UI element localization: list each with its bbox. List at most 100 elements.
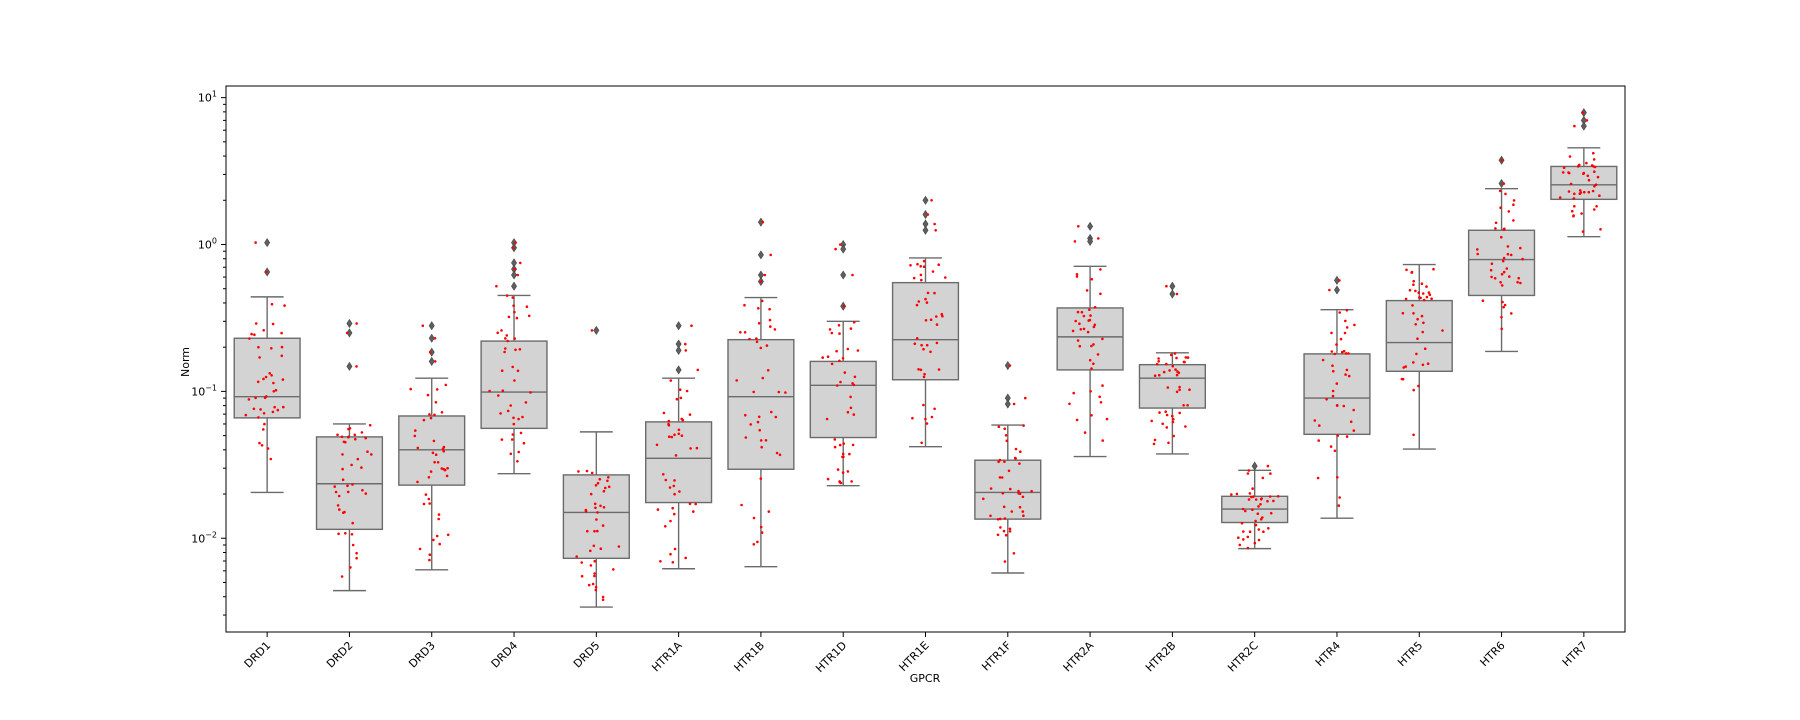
swarm-point [919, 265, 922, 268]
swarm-point [685, 349, 688, 352]
swarm-point [595, 589, 598, 592]
swarm-point [1230, 493, 1233, 496]
swarm-point [272, 323, 275, 326]
swarm-point [1572, 215, 1575, 218]
swarm-point [1019, 450, 1022, 453]
swarm-point [447, 534, 450, 537]
swarm-point [488, 390, 491, 393]
box-htr1d [810, 241, 876, 486]
swarm-point [739, 331, 742, 334]
swarm-point [349, 566, 352, 569]
swarm-point [581, 575, 584, 578]
swarm-point [681, 434, 684, 437]
y-tick-label: 10−2 [191, 530, 217, 545]
swarm-point [760, 526, 763, 529]
swarm-point [517, 418, 520, 421]
x-tick-label-htr1a: HTR1A [649, 639, 685, 675]
swarm-point [1332, 395, 1335, 398]
swarm-point [657, 508, 660, 511]
outlier-point [841, 245, 846, 253]
swarm-point [350, 464, 353, 467]
box-htr4 [1304, 276, 1370, 518]
x-tick-label-htr1e: HTR1E [897, 639, 932, 674]
swarm-point [1411, 304, 1414, 307]
swarm-point [1255, 524, 1258, 527]
swarm-point [414, 429, 417, 432]
swarm-point [659, 560, 662, 563]
swarm-point [827, 478, 830, 481]
swarm-point [923, 373, 926, 376]
swarm-point [1248, 498, 1251, 501]
swarm-point [680, 397, 683, 400]
swarm-point [1425, 285, 1428, 288]
swarm-point [1176, 374, 1179, 377]
swarm-point [1513, 199, 1516, 202]
swarm-point [755, 337, 758, 340]
swarm-point [1344, 332, 1347, 335]
swarm-point [603, 506, 606, 509]
swarm-point [1022, 496, 1025, 499]
swarm-point [338, 508, 341, 511]
x-tick-label-htr1b: HTR1B [732, 639, 767, 674]
swarm-point [273, 390, 276, 393]
swarm-point [1014, 457, 1017, 460]
swarm-point [769, 325, 772, 328]
x-tick-label-drd3: DRD3 [406, 639, 438, 671]
box-htr1a [646, 322, 712, 569]
swarm-point [838, 324, 841, 327]
swarm-point [675, 454, 678, 457]
swarm-point [1344, 320, 1347, 323]
swarm-point [435, 401, 438, 404]
swarm-point [1089, 359, 1092, 362]
swarm-point [1013, 552, 1016, 555]
swarm-point [1150, 420, 1153, 423]
swarm-point [1421, 331, 1424, 334]
swarm-point [1174, 368, 1177, 371]
swarm-point [826, 418, 829, 421]
outlier-point [429, 334, 434, 342]
swarm-point [1068, 403, 1071, 406]
swarm-point [442, 450, 445, 453]
swarm-point [1338, 496, 1341, 499]
swarm-point [446, 475, 449, 478]
swarm-point [528, 315, 531, 318]
swarm-point [365, 492, 368, 495]
x-tick-label-htr7: HTR7 [1560, 639, 1590, 669]
swarm-point [1011, 510, 1014, 513]
swarm-point [590, 564, 593, 567]
swarm-point [848, 453, 851, 456]
swarm-point [1494, 227, 1497, 230]
swarm-point [600, 547, 603, 550]
swarm-point [1166, 426, 1169, 429]
swarm-point [1178, 412, 1181, 415]
swarm-point [853, 413, 856, 416]
swarm-point [1346, 435, 1349, 438]
swarm-point [1507, 245, 1510, 248]
swarm-point [594, 503, 597, 506]
swarm-point [1353, 324, 1356, 327]
swarm-point [521, 416, 524, 419]
swarm-point [853, 321, 856, 324]
swarm-point [779, 454, 782, 457]
swarm-point [1517, 277, 1520, 280]
swarm-point [997, 534, 1000, 537]
swarm-point [1081, 311, 1084, 314]
swarm-point [1252, 495, 1255, 498]
swarm-point [333, 485, 336, 488]
swarm-point [668, 420, 671, 423]
x-tick-label-htr1d: HTR1D [813, 639, 849, 675]
swarm-point [1003, 427, 1006, 430]
swarm-point [433, 461, 436, 464]
swarm-point [512, 296, 515, 299]
swarm-point [423, 419, 426, 422]
swarm-point [1346, 369, 1349, 372]
y-tick-label: 100 [198, 237, 217, 252]
swarm-point [932, 270, 935, 273]
swarm-point [682, 419, 685, 422]
swarm-point [1427, 362, 1430, 365]
swarm-point [517, 370, 520, 373]
swarm-point [667, 423, 670, 426]
swarm-point [591, 329, 594, 332]
swarm-point [843, 305, 846, 308]
swarm-point [768, 308, 771, 311]
